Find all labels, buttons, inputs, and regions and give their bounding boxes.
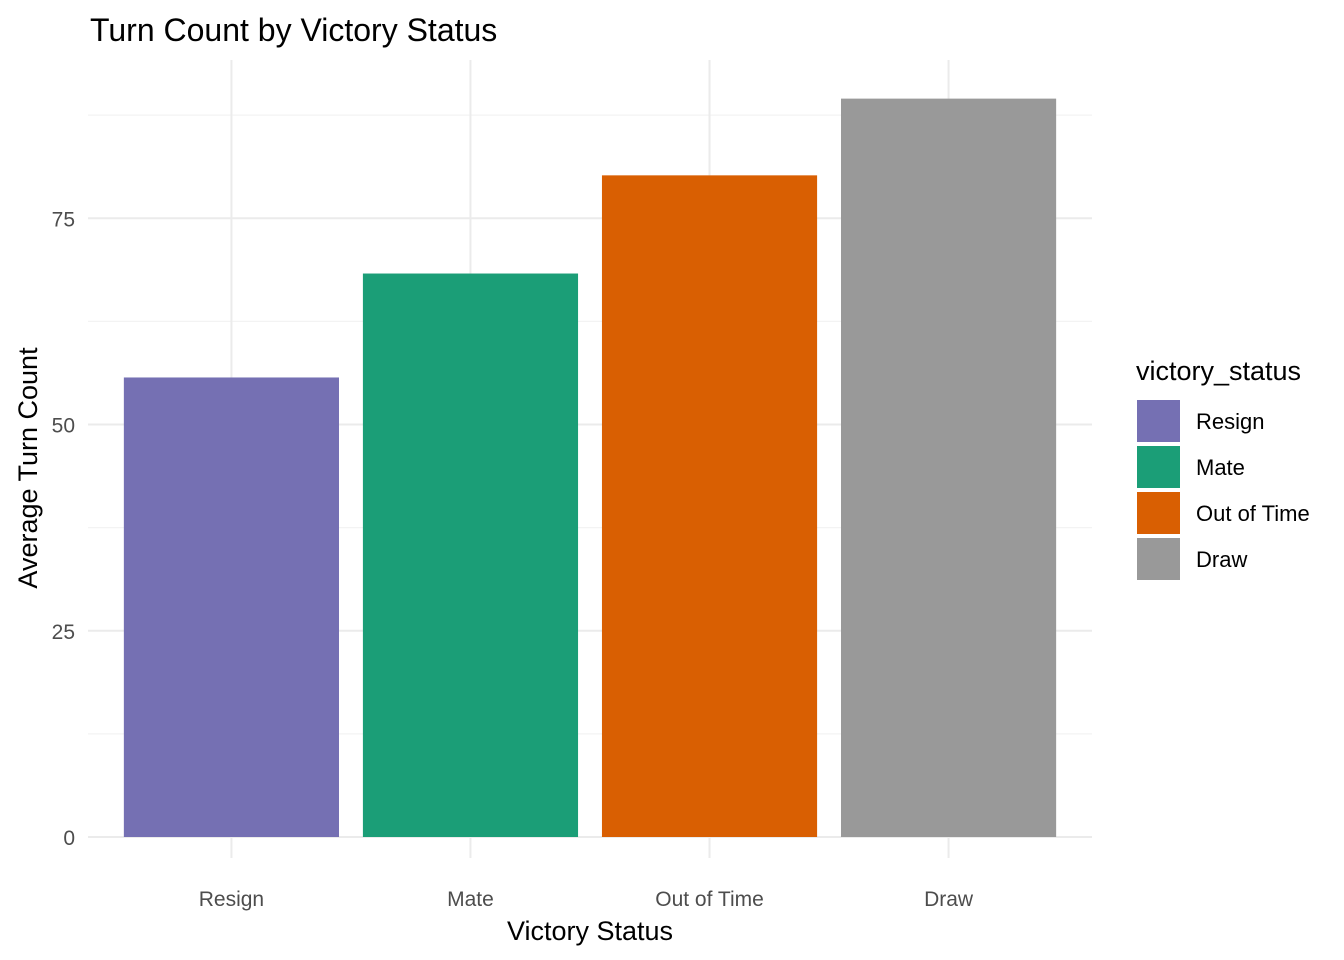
x-axis-title: Victory Status: [507, 916, 673, 946]
x-axis-ticks: Resign Mate Out of Time Draw: [199, 888, 974, 911]
y-tick-label: 50: [52, 415, 75, 438]
legend-title: victory_status: [1136, 356, 1301, 386]
x-tick-label: Draw: [924, 888, 974, 911]
y-tick-label: 0: [63, 827, 75, 850]
bar-mate: [362, 273, 579, 837]
legend: victory_status Resign Mate Out of Time Draw: [1136, 356, 1310, 580]
legend-key: [1137, 492, 1180, 534]
legend-key: [1137, 400, 1180, 442]
x-tick-label: Out of Time: [655, 888, 764, 911]
y-tick-label: 75: [52, 208, 75, 231]
bar-draw: [841, 98, 1057, 837]
y-tick-label: 25: [52, 621, 75, 644]
x-tick-label: Resign: [199, 888, 264, 911]
bar-out-of-time: [601, 175, 818, 838]
legend-label: Draw: [1196, 547, 1247, 572]
legend-label: Out of Time: [1196, 501, 1310, 526]
y-axis-title: Average Turn Count: [13, 347, 43, 589]
bar-resign: [123, 377, 339, 837]
y-axis-ticks: 0 25 50 75: [52, 208, 75, 850]
legend-label: Mate: [1196, 455, 1245, 480]
chart-title: Turn Count by Victory Status: [90, 12, 497, 48]
legend-label: Resign: [1196, 409, 1264, 434]
x-tick-label: Mate: [447, 888, 494, 911]
bars: [123, 98, 1057, 838]
legend-key: [1137, 538, 1180, 580]
legend-key: [1137, 446, 1180, 488]
